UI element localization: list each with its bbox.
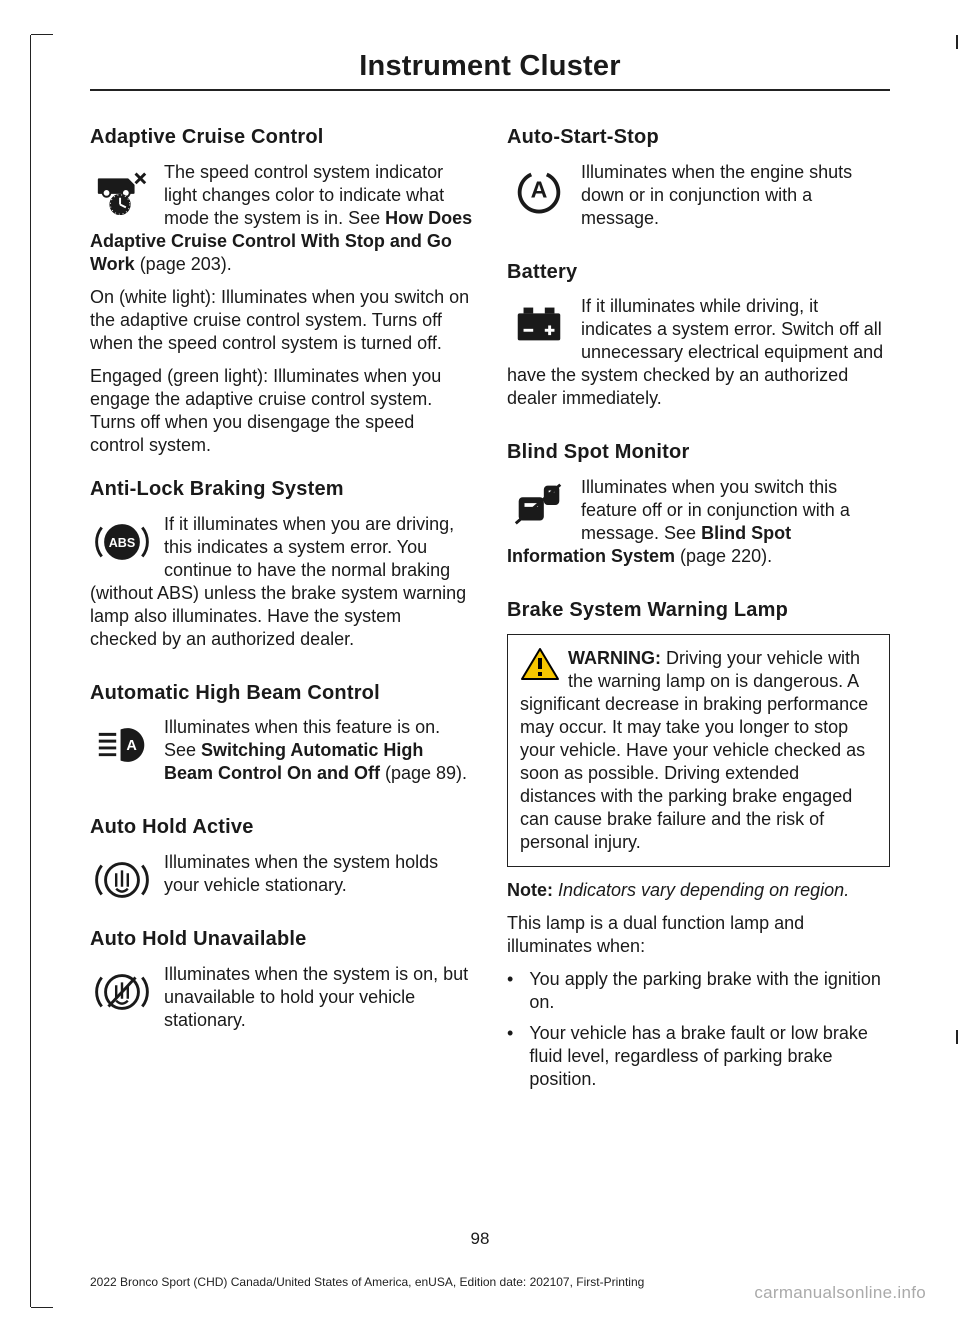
heading: Auto-Start-Stop: [507, 125, 890, 151]
svg-text:A: A: [531, 176, 548, 202]
body-text: Engaged (green light): Illuminates when …: [90, 365, 473, 457]
abs-icon: ABS: [90, 515, 154, 569]
heading: Brake System Warning Lamp: [507, 598, 890, 624]
icon-paragraph: Illuminates when you switch this feature…: [507, 476, 890, 578]
warning-body: Driving your vehicle with the warning la…: [520, 648, 868, 852]
icon-paragraph: If it illuminates while driving, it indi…: [507, 295, 890, 420]
icon-paragraph: ABS If it illuminates when you are drivi…: [90, 513, 473, 661]
high-beam-icon: A: [90, 718, 154, 772]
icon-paragraph: Illuminates when the system holds your v…: [90, 851, 473, 907]
battery-icon: [507, 297, 571, 351]
section-auto-high-beam: Automatic High Beam Control A Illuminate…: [90, 681, 473, 796]
heading: Blind Spot Monitor: [507, 440, 890, 466]
note-line: Note: Indicators vary depending on regio…: [507, 879, 890, 902]
crop-mark-left: [30, 35, 31, 1307]
page-title: Instrument Cluster: [90, 50, 890, 83]
left-column: Adaptive Cruise Control The sp: [90, 125, 473, 1111]
section-auto-hold-unavail: Auto Hold Unavailable Illuminates when t…: [90, 927, 473, 1042]
list-text: Your vehicle has a brake fault or low br…: [529, 1022, 890, 1091]
note-label: Note:: [507, 880, 553, 900]
list-text: You apply the parking brake with the ign…: [529, 968, 890, 1014]
content-columns: Adaptive Cruise Control The sp: [90, 125, 890, 1111]
blind-spot-icon: [507, 478, 571, 532]
auto-hold-unavail-icon: [90, 965, 154, 1019]
note-body: Indicators vary depending on region.: [553, 880, 849, 900]
auto-hold-active-icon: [90, 853, 154, 907]
watermark: carmanualsonline.info: [754, 1283, 926, 1303]
section-blind-spot: Blind Spot Monitor Illuminates when you …: [507, 440, 890, 578]
icon-paragraph: Illuminates when the system is on, but u…: [90, 963, 473, 1042]
page: Instrument Cluster Adaptive Cruise Contr…: [0, 0, 960, 1337]
section-brake-warning: Brake System Warning Lamp WARNING: Drivi…: [507, 598, 890, 1091]
page-number: 98: [0, 1229, 960, 1249]
body-text: On (white light): Illuminates when you s…: [90, 286, 473, 355]
svg-text:A: A: [126, 738, 137, 754]
text: (page 220).: [675, 546, 772, 566]
heading: Anti-Lock Braking System: [90, 477, 473, 503]
section-auto-hold-active: Auto Hold Active Illuminates when the sy…: [90, 815, 473, 907]
heading: Auto Hold Active: [90, 815, 473, 841]
icon-paragraph: A Illuminates when this feature is on. S…: [90, 716, 473, 795]
footer-text: 2022 Bronco Sport (CHD) Canada/United St…: [90, 1275, 644, 1289]
heading: Adaptive Cruise Control: [90, 125, 473, 151]
warning-label: WARNING:: [568, 648, 661, 668]
list-item: • You apply the parking brake with the ig…: [507, 968, 890, 1014]
body-text: This lamp is a dual function lamp and il…: [507, 912, 890, 958]
text: (page 89).: [380, 763, 467, 783]
list-item: •Your vehicle has a brake fault or low b…: [507, 1022, 890, 1091]
adaptive-cruise-icon: [90, 163, 154, 217]
bullet-dot: •: [507, 968, 513, 1014]
warning-box: WARNING: Driving your vehicle with the w…: [507, 634, 890, 867]
section-adaptive-cruise: Adaptive Cruise Control The sp: [90, 125, 473, 457]
bullet-dot: •: [507, 1022, 513, 1091]
icon-paragraph: A Illuminates when the engine shuts down…: [507, 161, 890, 240]
crop-tick-right-top: [956, 35, 958, 49]
auto-start-stop-icon: A: [507, 163, 571, 217]
section-battery: Battery If it illuminates while driving,…: [507, 260, 890, 421]
header-rule: [90, 89, 890, 91]
bullet-list: • You apply the parking brake with the ig…: [507, 968, 890, 1091]
icon-paragraph: The speed control system indicator light…: [90, 161, 473, 286]
section-abs: Anti-Lock Braking System ABS If it illum…: [90, 477, 473, 661]
svg-text:ABS: ABS: [109, 535, 136, 549]
heading: Auto Hold Unavailable: [90, 927, 473, 953]
heading: Battery: [507, 260, 890, 286]
heading: Automatic High Beam Control: [90, 681, 473, 707]
right-column: Auto-Start-Stop A Illuminates when the e…: [507, 125, 890, 1111]
section-auto-start-stop: Auto-Start-Stop A Illuminates when the e…: [507, 125, 890, 240]
crop-tick-right-bottom: [956, 1030, 958, 1044]
warning-triangle-icon: [520, 647, 560, 681]
text: (page 203).: [135, 254, 232, 274]
